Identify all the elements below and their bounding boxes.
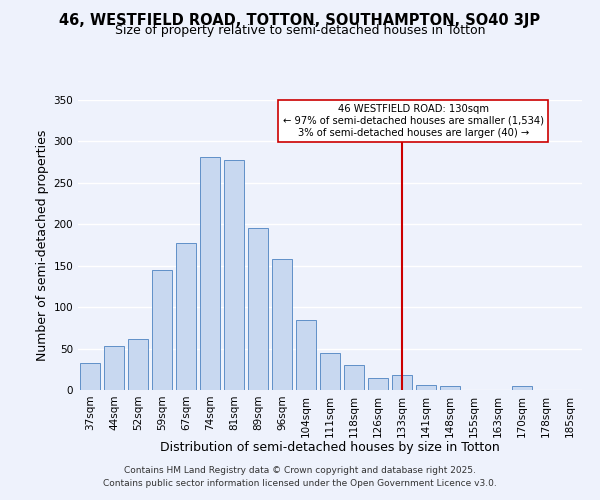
Bar xyxy=(296,320,316,390)
Bar xyxy=(176,242,196,390)
Bar xyxy=(80,362,100,390)
Bar xyxy=(320,352,340,390)
Bar xyxy=(272,259,292,390)
Bar xyxy=(440,386,460,390)
Bar xyxy=(392,375,412,390)
Bar xyxy=(104,346,124,390)
Bar xyxy=(416,385,436,390)
Text: Contains HM Land Registry data © Crown copyright and database right 2025.
Contai: Contains HM Land Registry data © Crown c… xyxy=(103,466,497,487)
Bar xyxy=(224,160,244,390)
Bar xyxy=(512,386,532,390)
Y-axis label: Number of semi-detached properties: Number of semi-detached properties xyxy=(36,130,49,360)
Bar xyxy=(152,270,172,390)
Bar xyxy=(368,378,388,390)
X-axis label: Distribution of semi-detached houses by size in Totton: Distribution of semi-detached houses by … xyxy=(160,441,500,454)
Text: Size of property relative to semi-detached houses in Totton: Size of property relative to semi-detach… xyxy=(115,24,485,37)
Text: 46 WESTFIELD ROAD: 130sqm
← 97% of semi-detached houses are smaller (1,534)
3% o: 46 WESTFIELD ROAD: 130sqm ← 97% of semi-… xyxy=(283,104,544,138)
Bar xyxy=(344,365,364,390)
Bar xyxy=(248,228,268,390)
Bar xyxy=(128,338,148,390)
Text: 46, WESTFIELD ROAD, TOTTON, SOUTHAMPTON, SO40 3JP: 46, WESTFIELD ROAD, TOTTON, SOUTHAMPTON,… xyxy=(59,12,541,28)
Bar xyxy=(200,157,220,390)
